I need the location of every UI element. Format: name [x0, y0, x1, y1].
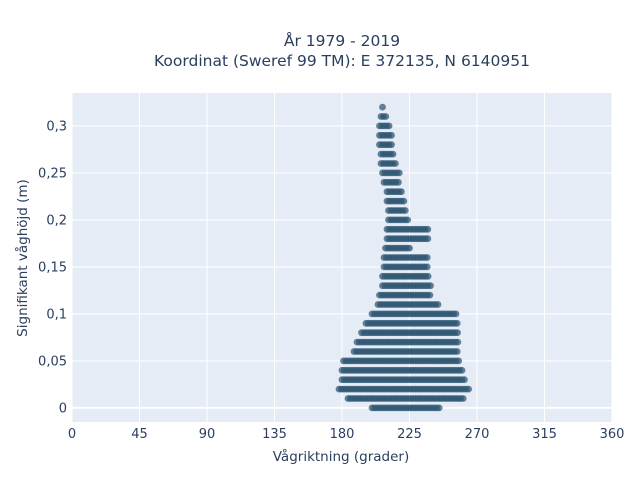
data-point [395, 169, 403, 177]
data-point [392, 160, 399, 167]
data-point [379, 103, 386, 111]
y-axis-title: Signifikant våghöjd (m) [14, 179, 31, 337]
x-axis-title: Vågriktning (grader) [273, 448, 410, 465]
data-point [461, 376, 468, 384]
x-tick-label: 90 [199, 427, 216, 442]
data-point [427, 282, 434, 290]
data-point [434, 301, 442, 308]
data-point [388, 131, 395, 139]
x-tick-label: 270 [465, 427, 490, 442]
x-axis-ticks: 0 45 90 135 180 225 270 315 360 [68, 427, 625, 442]
x-tick-label: 45 [131, 427, 148, 442]
y-axis-ticks: 0 0,05 0,1 0,15 0,2 0,25 0,3 [38, 119, 67, 416]
data-point [423, 263, 431, 271]
y-tick-label: 0,25 [38, 166, 67, 181]
data-point [435, 404, 443, 412]
y-tick-label: 0,1 [46, 307, 67, 322]
data-point [382, 113, 390, 120]
data-points [335, 103, 472, 412]
x-tick-label: 135 [262, 427, 287, 442]
data-point [424, 272, 432, 280]
data-point [404, 216, 412, 224]
data-point [401, 207, 409, 214]
x-tick-label: 315 [532, 427, 557, 442]
data-point [424, 225, 432, 233]
y-tick-label: 0,05 [38, 354, 67, 369]
data-point [400, 197, 408, 205]
y-tick-label: 0 [59, 401, 67, 416]
x-tick-label: 0 [68, 427, 76, 442]
x-tick-label: 225 [397, 427, 422, 442]
x-tick-label: 180 [330, 427, 355, 442]
data-point [453, 319, 461, 327]
data-point [398, 188, 405, 196]
chart-title-line-1: År 1979 - 2019 [284, 31, 400, 50]
data-point [465, 385, 472, 393]
data-point [452, 310, 460, 318]
data-point [388, 141, 395, 149]
data-point [454, 329, 461, 337]
data-point [385, 122, 393, 130]
data-point [406, 244, 413, 252]
data-point [453, 348, 461, 355]
data-point [395, 178, 402, 186]
data-point [455, 357, 463, 365]
y-tick-label: 0,15 [38, 260, 67, 275]
y-tick-label: 0,3 [46, 119, 67, 134]
data-point [459, 395, 467, 402]
data-point [426, 291, 434, 299]
y-tick-label: 0,2 [46, 213, 67, 228]
data-point [458, 366, 466, 374]
data-point [424, 235, 432, 243]
chart-title-line-2: Koordinat (Sweref 99 TM): E 372135, N 61… [154, 52, 530, 70]
x-tick-label: 360 [600, 427, 625, 442]
data-point [389, 150, 397, 158]
data-point [423, 254, 431, 261]
data-point [454, 338, 462, 346]
